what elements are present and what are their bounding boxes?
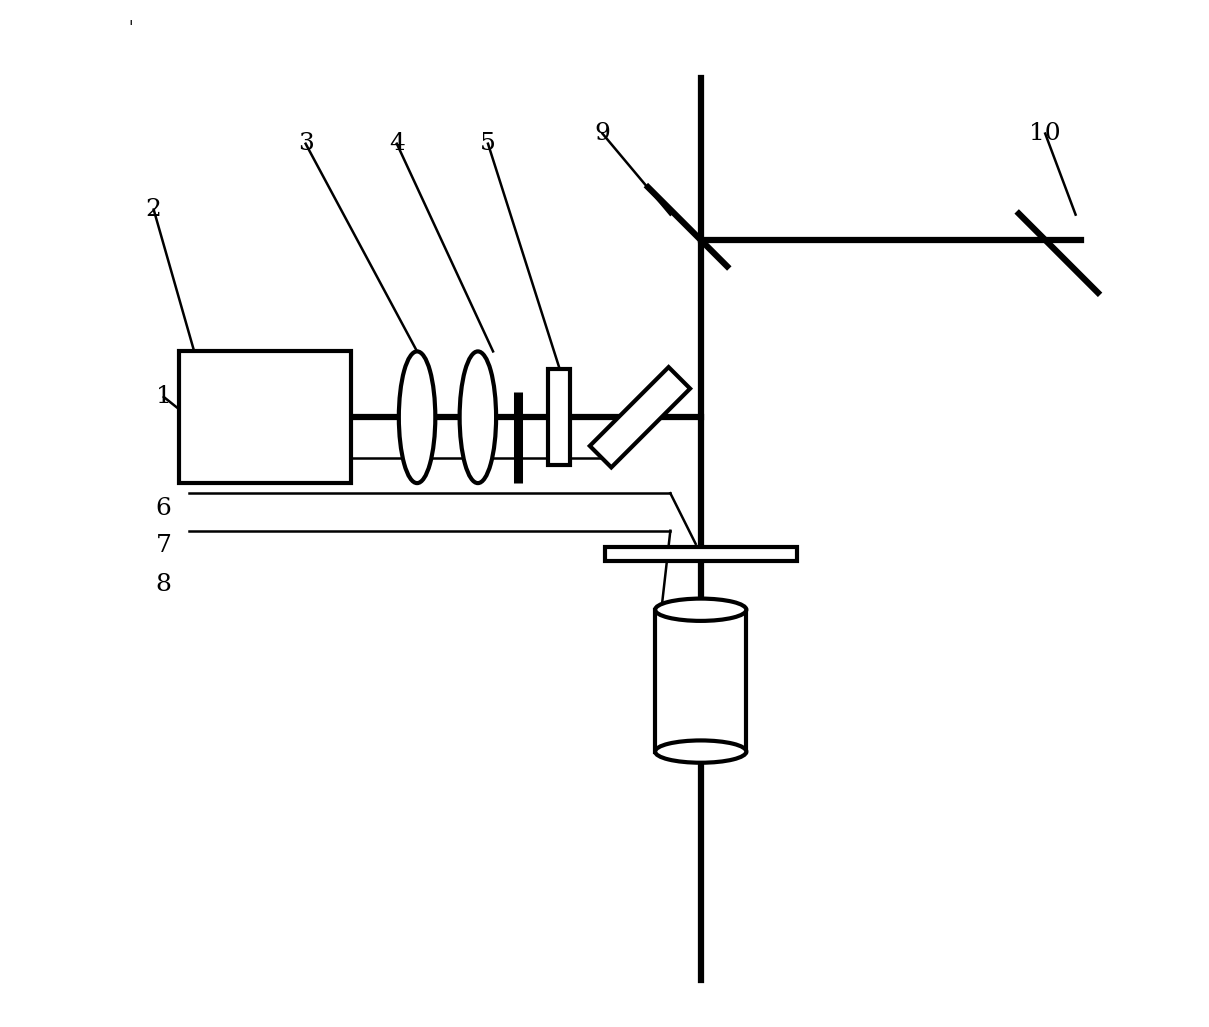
Text: 9: 9	[595, 122, 611, 145]
Text: 2: 2	[146, 198, 162, 221]
Text: 4: 4	[389, 132, 405, 155]
Text: 1: 1	[156, 385, 172, 409]
Bar	[179, 351, 352, 483]
Text: 10: 10	[1029, 122, 1062, 145]
Ellipse shape	[655, 599, 746, 621]
Text: ': '	[128, 20, 133, 36]
Text: 7: 7	[156, 534, 172, 558]
Ellipse shape	[459, 351, 496, 483]
Text: 3: 3	[297, 132, 313, 155]
Ellipse shape	[399, 351, 435, 483]
Text: 6: 6	[156, 497, 172, 520]
Polygon shape	[590, 367, 690, 467]
Bar	[604, 547, 797, 561]
Bar	[548, 369, 571, 465]
Text: 5: 5	[480, 132, 496, 155]
Text: 8: 8	[156, 573, 172, 596]
Bar	[655, 610, 746, 752]
Ellipse shape	[655, 740, 746, 763]
